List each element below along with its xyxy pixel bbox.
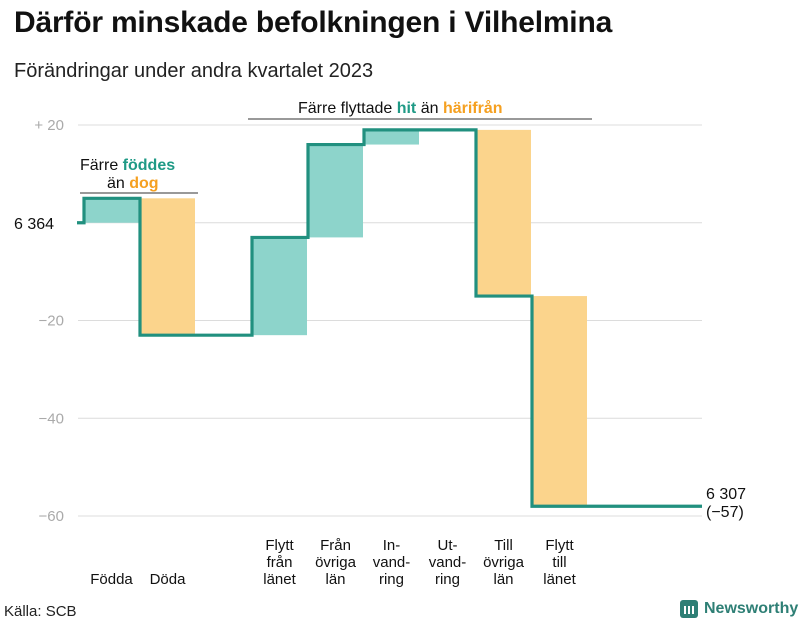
bar-4 — [308, 144, 363, 238]
y-tick-label: −20 — [39, 313, 64, 330]
x-axis-label: län — [493, 571, 513, 588]
annotation-migration: Färre flyttade hit än härifrån — [298, 99, 503, 117]
bar-3 — [252, 237, 307, 336]
x-axis-label: In- — [383, 537, 401, 554]
x-axis-label: Från — [320, 537, 351, 554]
brand-name: Newsworthy — [704, 600, 799, 617]
x-axis-label: vand- — [429, 554, 467, 571]
bar-7 — [476, 129, 531, 297]
x-axis-label: övriga — [315, 554, 357, 571]
y-axis-ticks: + 20 −20 −40 −60 — [34, 117, 64, 525]
y-tick-label: −40 — [39, 410, 64, 427]
x-axis-label: länet — [263, 571, 296, 588]
end-value-label: 6 307 — [706, 486, 746, 503]
x-axis-label: övriga — [483, 554, 525, 571]
bars — [84, 129, 587, 507]
bar-5 — [364, 129, 419, 145]
x-axis-label: Döda — [150, 571, 187, 588]
cumulative-step-line — [77, 128, 702, 508]
bar-1 — [84, 198, 139, 223]
y-tick-label: + 20 — [34, 117, 64, 134]
x-axis-label: till — [552, 554, 566, 571]
source-note: Källa: SCB — [4, 603, 77, 620]
bar-2 — [140, 198, 195, 336]
y-tick-label: −60 — [39, 508, 64, 525]
x-axis-label: Flytt — [265, 537, 294, 554]
end-change-label: (−57) — [706, 504, 744, 521]
x-axis-label: Ut- — [438, 537, 458, 554]
annotation-births-line1: Färre föddes — [80, 157, 175, 174]
x-axis-label: ring — [435, 571, 460, 588]
start-value-label: 6 364 — [14, 216, 54, 233]
x-axis-label: Födda — [90, 571, 133, 588]
bar-8 — [532, 296, 587, 507]
chart-title: Därför minskade befolkningen i Vilhelmin… — [14, 6, 613, 39]
annotation-births-line2: än dog — [107, 175, 159, 192]
x-axis-label: län — [325, 571, 345, 588]
brand-logo: Newsworthy — [680, 600, 798, 618]
newsworthy-logo-icon — [680, 600, 698, 618]
x-axis-label: Till — [494, 537, 513, 554]
x-axis-label: vand- — [373, 554, 411, 571]
x-axis-label: länet — [543, 571, 576, 588]
x-axis-labels: Födda DödaFlyttfrånlänetFrånövrigalänIn-v… — [90, 537, 576, 588]
x-axis-label: från — [267, 554, 293, 571]
chart-subtitle: Förändringar under andra kvartalet 2023 — [14, 60, 374, 82]
x-axis-label: Flytt — [545, 537, 574, 554]
x-axis-label: ring — [379, 571, 404, 588]
